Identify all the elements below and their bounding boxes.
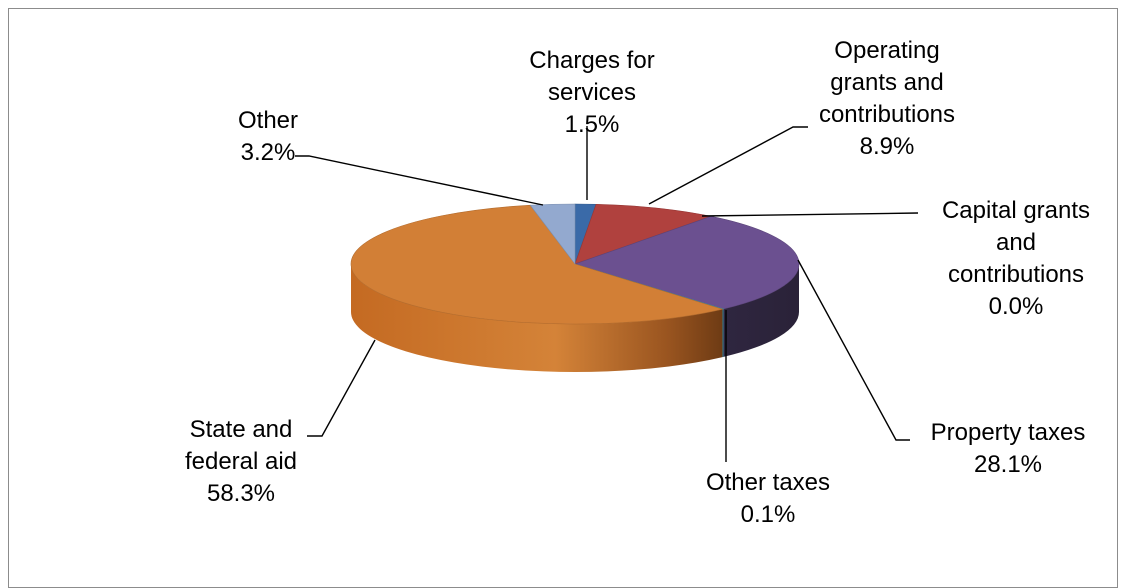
leader-operating (648, 126, 808, 205)
side-other_taxes (722, 308, 724, 358)
label-state: State and federal aid 58.3% (185, 416, 297, 507)
label-line-operating: grants and (830, 69, 943, 96)
value-operating: 8.9% (860, 133, 915, 160)
label-line-operating: contributions (819, 101, 955, 128)
label-line-property: Property taxes (931, 419, 1086, 446)
label-line-other: Other (238, 107, 298, 134)
value-state: 58.3% (207, 480, 275, 507)
label-line-other_taxes: Other taxes (706, 469, 830, 496)
value-other_taxes: 0.1% (741, 501, 796, 528)
label-property: Property taxes 28.1% (931, 419, 1086, 478)
data-labels: Charges for services 1.5% Operating grants a… (185, 37, 1090, 528)
pie-chart: Charges for services 1.5% Operating grants a… (185, 37, 1090, 528)
label-line-capital: contributions (948, 261, 1084, 288)
label-line-charges: Charges for (529, 47, 654, 74)
label-operating: Operating grants and contributions 8.9% (819, 37, 955, 160)
label-line-charges: services (548, 79, 636, 106)
value-capital: 0.0% (989, 293, 1044, 320)
label-charges: Charges for services 1.5% (529, 47, 654, 138)
slice-state (350, 204, 724, 325)
slice-other (529, 203, 576, 265)
value-other: 3.2% (241, 139, 296, 166)
leader-property (797, 259, 910, 441)
leader-other (295, 155, 544, 206)
side-state (351, 264, 723, 373)
pie-sides (351, 264, 799, 373)
label-capital: Capital grants and contributions 0.0% (942, 197, 1090, 320)
leader-state (307, 339, 376, 437)
label-line-capital: Capital grants (942, 197, 1090, 224)
leader-lines (295, 126, 919, 462)
label-line-state: State and (190, 416, 293, 443)
label-other: Other 3.2% (238, 107, 298, 166)
leader-capital (701, 212, 919, 217)
label-line-state: federal aid (185, 448, 297, 475)
value-charges: 1.5% (565, 111, 620, 138)
label-line-capital: and (996, 229, 1036, 256)
pie-top-faces (350, 203, 800, 325)
side-property (723, 264, 799, 357)
label-line-operating: Operating (834, 37, 939, 64)
label-other_taxes: Other taxes 0.1% (706, 469, 830, 528)
value-property: 28.1% (974, 451, 1042, 478)
